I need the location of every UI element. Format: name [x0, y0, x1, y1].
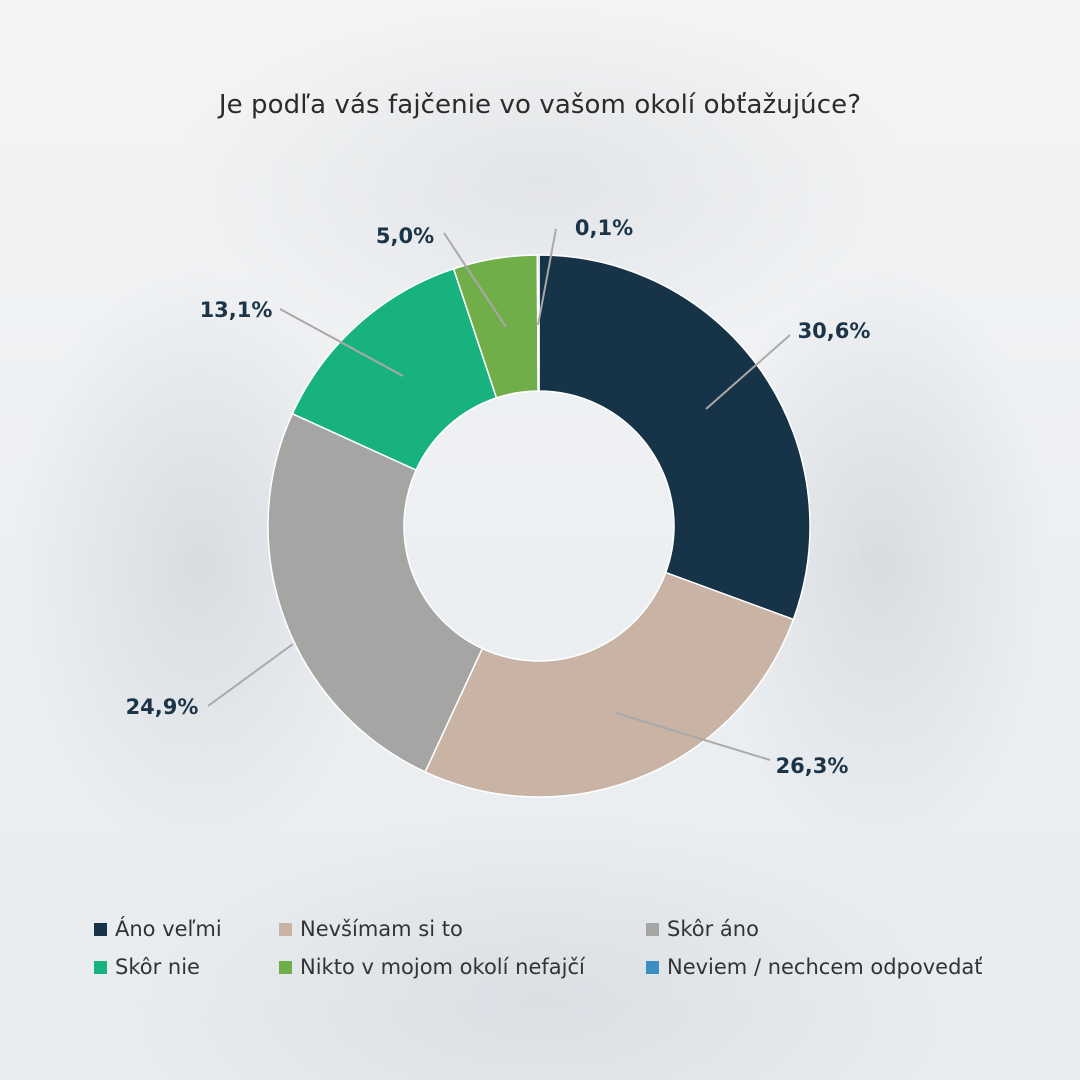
data-label: 5,0%: [376, 224, 434, 248]
legend-swatch: [646, 922, 659, 936]
donut-slice[interactable]: [424, 571, 795, 798]
data-label: 0,1%: [575, 216, 633, 240]
legend-label: Nevšímam si to: [300, 917, 463, 941]
legend-swatch: [646, 960, 659, 974]
leader-line: [207, 643, 294, 707]
legend-swatch: [279, 960, 292, 974]
legend-label: Áno veľmi: [115, 917, 222, 941]
donut-slice[interactable]: [267, 412, 484, 773]
legend-item[interactable]: Áno veľmi: [94, 917, 222, 941]
legend-item[interactable]: Nikto v mojom okolí nefajčí: [279, 955, 585, 979]
legend-label: Neviem / nechcem odpovedať: [667, 955, 983, 979]
leader-line: [615, 712, 771, 761]
legend-item[interactable]: Neviem / nechcem odpovedať: [646, 955, 983, 979]
legend-label: Skôr nie: [115, 955, 200, 979]
legend-label: Skôr áno: [667, 917, 759, 941]
chart-title: Je podľa vás fajčenie vo vašom okolí obť…: [218, 90, 862, 120]
leader-line: [537, 228, 557, 326]
donut-slice[interactable]: [291, 267, 498, 472]
leader-line: [443, 232, 507, 328]
legend-item[interactable]: Skôr áno: [646, 917, 759, 941]
leader-line: [279, 308, 404, 377]
legend-swatch: [279, 922, 292, 936]
legend-swatch: [94, 960, 107, 974]
data-label: 30,6%: [798, 319, 871, 343]
data-label: 26,3%: [776, 754, 849, 778]
legend-label: Nikto v mojom okolí nefajčí: [300, 955, 585, 979]
legend-item[interactable]: Skôr nie: [94, 955, 200, 979]
data-label: 13,1%: [200, 298, 273, 322]
legend-swatch: [94, 922, 107, 936]
donut-slice[interactable]: [538, 254, 811, 621]
data-label: 24,9%: [126, 695, 199, 719]
legend-item[interactable]: Nevšímam si to: [279, 917, 463, 941]
leader-line: [705, 334, 791, 410]
